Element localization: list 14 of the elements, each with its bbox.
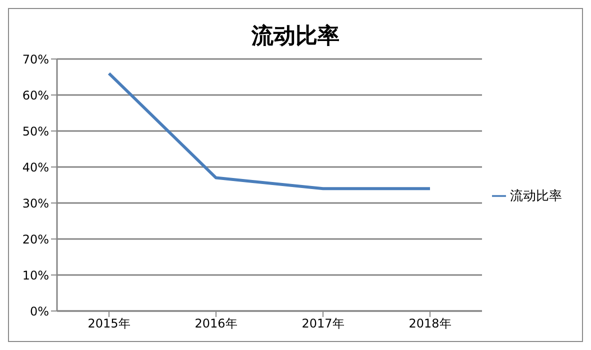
y-tick-label: 70% xyxy=(22,52,49,66)
legend-label: 流动比率 xyxy=(510,189,562,204)
x-tick-label: 2017年 xyxy=(302,316,344,331)
y-tick-label: 0% xyxy=(30,304,49,318)
x-tick-label: 2016年 xyxy=(194,316,238,331)
x-tick-label: 2018年 xyxy=(408,316,452,331)
y-tick-label: 20% xyxy=(22,232,49,246)
y-tick-label: 60% xyxy=(22,88,49,102)
chart-title: 流动比率 xyxy=(250,22,340,51)
x-tick-label: 2015年 xyxy=(88,316,130,331)
y-tick-label: 10% xyxy=(22,268,49,282)
y-tick-label: 40% xyxy=(22,160,49,174)
y-tick-label: 30% xyxy=(22,196,49,210)
y-tick-label: 50% xyxy=(22,124,49,138)
